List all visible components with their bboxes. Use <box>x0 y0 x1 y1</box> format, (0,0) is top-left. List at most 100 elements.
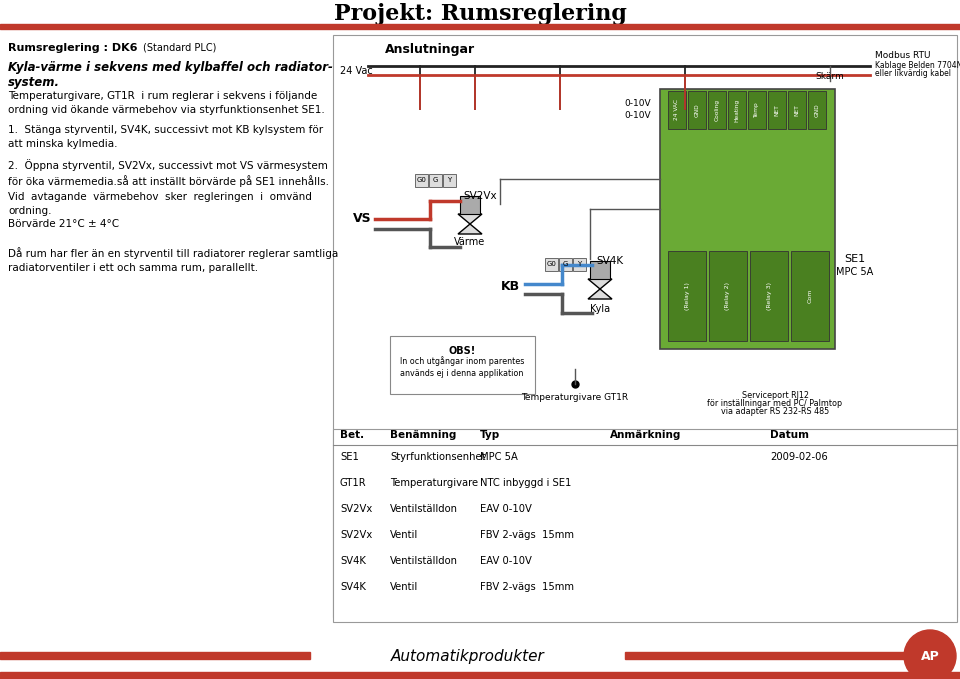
Text: Styrfunktionsenhet: Styrfunktionsenhet <box>390 452 486 462</box>
Text: NTC inbyggd i SE1: NTC inbyggd i SE1 <box>480 478 571 488</box>
Bar <box>708 91 726 129</box>
Polygon shape <box>458 214 482 224</box>
Text: EAV 0-10V: EAV 0-10V <box>480 504 532 514</box>
Text: Temp: Temp <box>755 102 759 118</box>
Bar <box>415 174 428 187</box>
Text: 1.  Stänga styrventil, SV4K, successivt mot KB kylsystem för
att minska kylmedia: 1. Stänga styrventil, SV4K, successivt m… <box>8 125 324 149</box>
Text: OBS!: OBS! <box>448 346 475 356</box>
Text: Benämning: Benämning <box>390 430 456 440</box>
Text: SV4K: SV4K <box>340 582 366 592</box>
Text: Temperaturgivare: Temperaturgivare <box>390 478 478 488</box>
Text: 0-10V: 0-10V <box>625 100 651 109</box>
Polygon shape <box>588 279 612 289</box>
Bar <box>709 251 747 341</box>
Text: SV2Vx: SV2Vx <box>463 191 497 201</box>
Text: 2.  Öppna styrventil, SV2Vx, successivt mot VS värmesystem
för öka värmemedia.så: 2. Öppna styrventil, SV2Vx, successivt m… <box>8 159 329 187</box>
Bar <box>748 91 766 129</box>
Text: för inställningar med PC/ Palmtop: för inställningar med PC/ Palmtop <box>708 399 843 409</box>
Bar <box>590 261 610 279</box>
Text: Skärm: Skärm <box>816 72 845 81</box>
Bar <box>768 91 786 129</box>
Text: via adapter RS 232-RS 485: via adapter RS 232-RS 485 <box>721 407 829 416</box>
Text: SE1: SE1 <box>845 254 866 264</box>
Text: Automatikprodukter: Automatikprodukter <box>391 648 545 663</box>
Text: SE1: SE1 <box>340 452 359 462</box>
Bar <box>728 91 746 129</box>
Text: Y: Y <box>447 177 451 183</box>
Text: Bet.: Bet. <box>340 430 364 440</box>
Text: Kyla-värme i sekvens med kylbaffel och radiator-
system.: Kyla-värme i sekvens med kylbaffel och r… <box>8 61 333 89</box>
Text: SV4K: SV4K <box>340 556 366 566</box>
Text: Temperaturgivare GT1R: Temperaturgivare GT1R <box>521 392 629 401</box>
Bar <box>443 174 456 187</box>
Text: GND: GND <box>694 103 700 117</box>
Bar <box>788 91 806 129</box>
Text: NET: NET <box>775 104 780 116</box>
Text: Heating: Heating <box>734 98 739 122</box>
Text: Ventil: Ventil <box>390 530 419 540</box>
Bar <box>625 652 915 659</box>
Text: GND: GND <box>814 103 820 117</box>
Text: VS: VS <box>352 213 372 225</box>
Text: Kyla: Kyla <box>590 304 610 314</box>
Text: (Relay 2): (Relay 2) <box>726 282 731 310</box>
Bar <box>460 196 480 214</box>
Text: EAV 0-10V: EAV 0-10V <box>480 556 532 566</box>
Bar <box>573 258 586 271</box>
Text: Ventilställdon: Ventilställdon <box>390 556 458 566</box>
Text: 0-10V: 0-10V <box>625 111 651 120</box>
Text: Modbus RTU: Modbus RTU <box>875 52 930 60</box>
Bar <box>808 91 826 129</box>
Bar <box>333 35 957 617</box>
Text: (Standard PLC): (Standard PLC) <box>143 43 216 53</box>
Text: Y: Y <box>577 261 582 268</box>
Text: Ventil: Ventil <box>390 582 419 592</box>
Text: Cooling: Cooling <box>714 99 719 121</box>
Text: SV4K: SV4K <box>596 256 624 266</box>
Bar <box>0 652 310 659</box>
Text: Anslutningar: Anslutningar <box>385 43 475 56</box>
Bar <box>688 91 706 129</box>
Text: Anmärkning: Anmärkning <box>610 430 682 440</box>
Text: FBV 2-vägs  15mm: FBV 2-vägs 15mm <box>480 582 574 592</box>
Text: SV2Vx: SV2Vx <box>340 530 372 540</box>
Text: MPC 5A: MPC 5A <box>836 267 874 277</box>
Text: (Relay 3): (Relay 3) <box>766 282 772 310</box>
Text: Ventilställdon: Ventilställdon <box>390 504 458 514</box>
Text: Serviceport RJ12: Serviceport RJ12 <box>741 392 808 401</box>
Bar <box>333 429 957 622</box>
Text: Typ: Typ <box>480 430 500 440</box>
Text: GT1R: GT1R <box>340 478 367 488</box>
Text: Vid  avtagande  värmebehov  sker  regleringen  i  omvänd
ordning.: Vid avtagande värmebehov sker regleringe… <box>8 192 312 216</box>
Bar <box>750 251 788 341</box>
Text: MPC 5A: MPC 5A <box>480 452 517 462</box>
Text: eller likvärdig kabel: eller likvärdig kabel <box>875 69 951 79</box>
Text: Projekt: Rumsreglering: Projekt: Rumsreglering <box>333 3 627 25</box>
Text: Temperaturgivare, GT1R  i rum reglerar i sekvens i följande
ordning vid ökande v: Temperaturgivare, GT1R i rum reglerar i … <box>8 91 324 115</box>
Text: 2009-02-06: 2009-02-06 <box>770 452 828 462</box>
Bar <box>668 91 686 129</box>
Bar <box>559 258 572 271</box>
Text: Börvärde 21°C ± 4°C: Börvärde 21°C ± 4°C <box>8 219 119 229</box>
Bar <box>390 336 535 394</box>
Text: Rumsreglering : DK6: Rumsreglering : DK6 <box>8 43 137 53</box>
Text: G: G <box>433 177 438 183</box>
Text: Com: Com <box>807 289 812 304</box>
Text: Värme: Värme <box>454 237 486 247</box>
Text: SV2Vx: SV2Vx <box>340 504 372 514</box>
Text: G0: G0 <box>417 177 426 183</box>
Text: NET: NET <box>795 104 800 116</box>
Text: In och utgångar inom parentes
används ej i denna applikation: In och utgångar inom parentes används ej… <box>399 356 524 378</box>
Bar <box>0 672 960 679</box>
Text: Kablage Belden 7704NH: Kablage Belden 7704NH <box>875 62 960 71</box>
Text: AP: AP <box>921 650 940 663</box>
Bar <box>668 251 706 341</box>
Circle shape <box>904 630 956 679</box>
Bar <box>791 251 829 341</box>
Bar <box>660 89 835 349</box>
Text: G0: G0 <box>546 261 557 268</box>
Polygon shape <box>458 224 482 234</box>
Text: (Relay 1): (Relay 1) <box>684 282 689 310</box>
Text: 24 VAC: 24 VAC <box>675 100 680 120</box>
Bar <box>429 174 442 187</box>
